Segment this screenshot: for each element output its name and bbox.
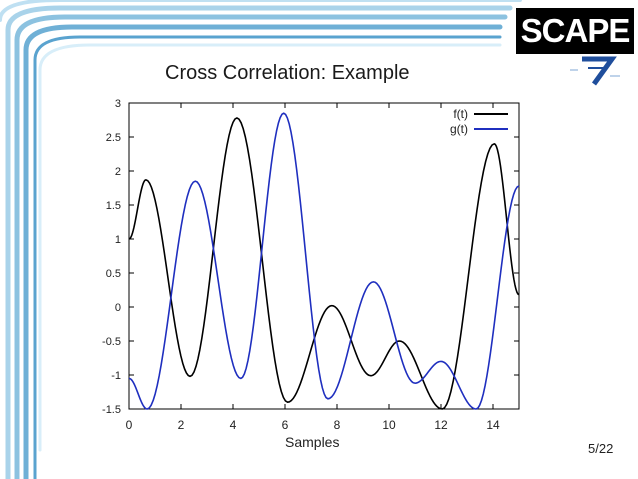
swoosh-arc-6 (38, 43, 502, 452)
y-axis: -1.5 -1 -0.5 0 0.5 1 1.5 2 2.5 3 (102, 98, 519, 416)
slide-title: Cross Correlation: Example (165, 62, 410, 84)
page-number: 5/22 (588, 441, 614, 456)
y-tick-label: 1.5 (106, 200, 121, 212)
series-line-ft (128, 117, 520, 410)
fp7-logo-icon (570, 56, 620, 86)
swoosh-arc-5 (33, 35, 502, 479)
y-tick-label: -1.5 (102, 404, 121, 416)
plot-frame (128, 102, 520, 410)
x-tick-label: 6 (282, 418, 289, 432)
x-axis-label: Samples (285, 434, 340, 450)
x-axis: 0 2 4 6 8 10 12 14 (126, 103, 500, 432)
legend: f(t)g(t) (450, 107, 508, 136)
x-tick-label: 2 (178, 418, 185, 432)
swoosh-arc-1 (0, 0, 522, 22)
y-tick-label: 0.5 (106, 268, 121, 280)
x-tick-label: 8 (334, 418, 341, 432)
y-tick-label: 2.5 (106, 132, 121, 144)
swoosh-arc-4 (23, 24, 503, 479)
brand-logo-text: SCAPE (516, 8, 634, 54)
x-tick-label: 0 (126, 418, 133, 432)
x-tick-label: 4 (230, 418, 237, 432)
x-tick-label: 12 (434, 418, 448, 432)
y-tick-label: -0.5 (102, 336, 121, 348)
y-tick-label: 3 (115, 98, 121, 110)
series-lines (128, 112, 520, 410)
y-tick-label: 2 (115, 166, 121, 178)
series-line-gt (128, 112, 520, 410)
x-tick-label: 10 (382, 418, 396, 432)
swoosh-arc-2 (5, 5, 513, 479)
y-tick-label: 0 (115, 302, 121, 314)
swoosh-arc-3 (14, 14, 508, 479)
legend-label: f(t) (453, 107, 468, 121)
legend-label: g(t) (450, 122, 468, 136)
y-tick-label: 1 (115, 234, 121, 246)
x-tick-label: 14 (486, 418, 500, 432)
y-tick-label: -1 (111, 370, 121, 382)
